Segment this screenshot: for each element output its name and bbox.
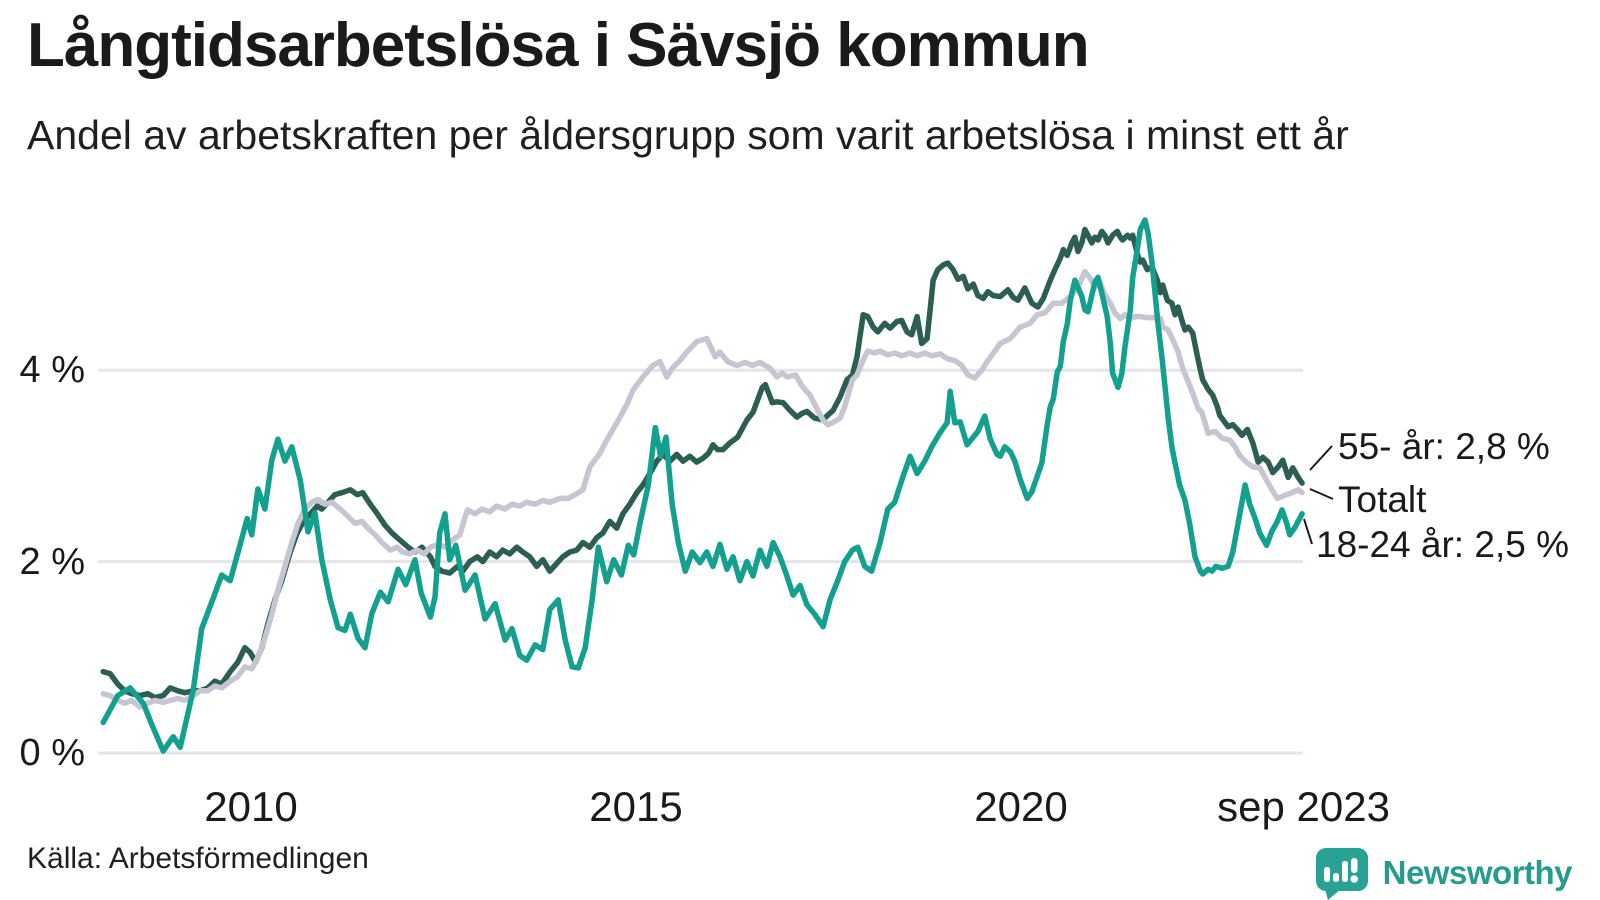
series-end-label-18-24-r: 18-24 år: 2,5 % [1316, 524, 1569, 565]
series-end-label-55-r: 55- år: 2,8 % [1338, 426, 1550, 467]
page-subtitle: Andel av arbetskraften per åldersgrupp s… [27, 112, 1349, 158]
series-end-label-totalt: Totalt [1338, 479, 1427, 520]
x-axis-label-2015: 2015 [589, 783, 683, 830]
y-axis-label-0%: 0 % [19, 732, 85, 774]
y-axis-label-4%: 4 % [19, 349, 85, 392]
newsworthy-logo-icon [1315, 848, 1368, 900]
y-axis-label-2%: 2 % [19, 540, 85, 583]
series-line-totalt [100, 268, 1305, 710]
brand-name: Newsworthy [1382, 854, 1573, 891]
x-axis-label-sep-2023: sep 2023 [1217, 783, 1390, 830]
x-axis-label-2010: 2010 [204, 783, 298, 830]
leader-line-1 [1309, 488, 1334, 500]
leader-line-2 [1303, 518, 1313, 545]
brand-footer: Newsworthy [1315, 846, 1573, 900]
source-note: Källa: Arbetsförmedlingen [27, 842, 369, 875]
series-line-18-24-r [100, 217, 1305, 754]
page-title: Långtidsarbetslösa i Sävsjö kommun [27, 11, 1090, 80]
series-line-55-r [100, 226, 1305, 701]
leader-line-0 [1309, 445, 1333, 471]
x-axis-label-2020: 2020 [974, 783, 1068, 830]
